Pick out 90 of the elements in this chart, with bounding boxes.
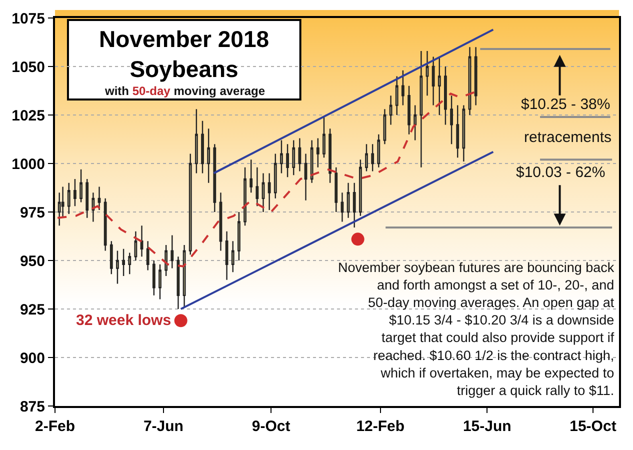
candlestick	[140, 224, 144, 258]
candlestick	[468, 46, 472, 116]
candlestick	[408, 85, 410, 135]
candlestick	[426, 50, 429, 96]
candlestick	[401, 70, 404, 106]
x-tick-label: 9-Oct	[252, 418, 290, 435]
text: with 50-day moving average	[104, 84, 266, 98]
candlestick	[194, 108, 198, 174]
annotation: 32 week lows	[76, 312, 172, 329]
candlestick	[352, 182, 356, 228]
candlestick	[219, 192, 222, 252]
candlestick	[316, 138, 320, 168]
candlestick	[310, 140, 314, 184]
annotation: $10.03 - 62%	[516, 164, 606, 181]
candlestick	[225, 230, 228, 280]
candlestick	[92, 192, 95, 222]
candlestick	[182, 244, 186, 308]
candlestick	[274, 153, 277, 200]
candlestick	[383, 108, 386, 145]
candlestick	[268, 172, 271, 211]
candlestick	[462, 104, 466, 162]
candlestick	[340, 192, 344, 222]
y-tick-label: 1025	[12, 107, 45, 124]
candlestick	[365, 144, 368, 172]
candlestick	[286, 144, 289, 178]
candlestick	[122, 248, 125, 277]
x-tick-label: 12-Feb	[356, 418, 405, 435]
candlestick	[231, 240, 234, 273]
candlestick	[128, 252, 132, 275]
candlestick	[146, 240, 150, 271]
annotation: November soybean futures are bouncing back and forth amongst a set of 10-, 20-, and 50-day moving averages. An open gap at $10.15 3/4 - $10.20 3/4 is a downside target that could also provide support if reached. $10.60 1/2 is the contract high, which if overtaken, may be expected to trigger a quick rally to $11.	[338, 260, 614, 398]
candlestick	[188, 153, 192, 256]
candlestick	[456, 104, 460, 158]
candlestick	[262, 172, 265, 213]
candlestick	[328, 128, 332, 184]
candlestick	[201, 120, 204, 174]
candlestick	[322, 116, 326, 158]
candlestick	[213, 144, 216, 213]
candlestick	[444, 66, 447, 126]
y-tick-label: 900	[20, 350, 45, 367]
candlestick	[164, 244, 168, 277]
y-tick-label: 950	[20, 252, 45, 270]
candlestick	[334, 166, 338, 213]
x-tick-label: 15-Jun	[462, 418, 512, 435]
candlestick	[358, 159, 362, 216]
x-tick-label: 15-Oct	[570, 418, 616, 435]
candlestick	[474, 46, 478, 106]
candlestick	[74, 178, 76, 207]
candlestick	[176, 256, 180, 310]
candlestick	[238, 211, 240, 262]
candlestick	[86, 178, 89, 218]
x-tick-label: 2-Feb	[34, 418, 76, 435]
candlestick	[116, 250, 119, 284]
candlestick	[298, 138, 302, 172]
candlestick	[395, 76, 398, 116]
candlestick	[152, 260, 156, 296]
annotation: retracements	[524, 129, 612, 146]
candlestick	[134, 230, 138, 262]
annotation: $10.25 - 38%	[521, 96, 610, 113]
candlestick	[438, 56, 441, 116]
candlestick	[280, 140, 283, 174]
candlestick	[207, 128, 210, 184]
candlestick	[110, 240, 113, 275]
candlestick	[420, 50, 423, 168]
candlestick	[104, 198, 107, 252]
candlestick	[158, 264, 162, 300]
candlestick	[256, 166, 259, 207]
candlestick	[98, 186, 101, 211]
y-tick-label: 1000	[12, 156, 45, 173]
candlestick	[244, 166, 246, 226]
candlestick	[371, 144, 374, 172]
y-tick-label: 1050	[12, 58, 45, 76]
y-tick-label: 875	[20, 398, 45, 416]
candlestick	[292, 140, 296, 176]
candlestick	[304, 153, 308, 201]
candlestick	[432, 56, 435, 106]
candlestick	[414, 104, 417, 141]
candlestick	[80, 168, 82, 203]
candlestick	[346, 182, 350, 218]
y-tick-label: 1075	[12, 10, 45, 28]
candlestick	[377, 134, 380, 168]
text: November 2018 Soybeans	[99, 26, 270, 82]
candlestick	[67, 182, 70, 215]
candlestick	[170, 234, 174, 269]
y-tick-label: 975	[20, 204, 45, 222]
candlestick	[250, 159, 253, 194]
candlestick	[450, 95, 453, 145]
candlestick	[389, 95, 392, 126]
x-tick-label: 7-Jun	[143, 418, 184, 435]
y-tick-label: 925	[20, 301, 45, 318]
